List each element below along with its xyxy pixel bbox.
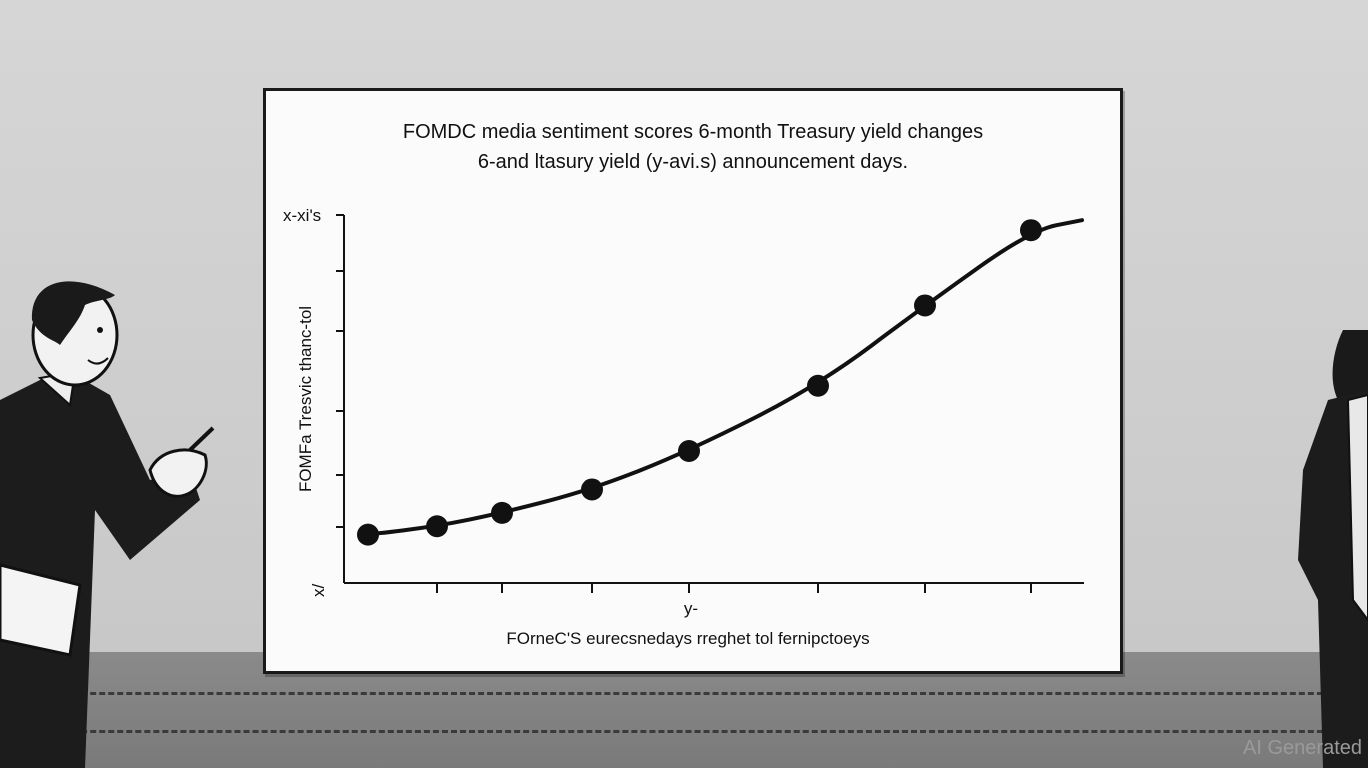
y-axis-top-label: x-xi's [283, 206, 321, 225]
watermark-text: AI Generated [1243, 737, 1362, 759]
data-point [357, 523, 379, 546]
data-point [678, 440, 700, 462]
y-axis-ticks [336, 214, 344, 528]
chart-subtitle: 6-and ltasury yield (y-avi.s) announceme… [478, 151, 908, 173]
floor-plank-line [0, 692, 1368, 695]
data-point [581, 478, 603, 501]
x-axis-label: FOrneC'S eurecsnedays rreghet tol fernip… [506, 629, 869, 648]
data-point [426, 515, 448, 538]
y-axis-bottom-label: x/ [309, 584, 328, 598]
floor-plank-line [0, 730, 1368, 733]
y-axis-label: FOMFa Tresvic thanc-tol [296, 306, 315, 492]
series-points [357, 219, 1042, 546]
data-point [914, 294, 936, 317]
series-line [364, 218, 1084, 537]
data-point [807, 374, 829, 397]
data-point [491, 501, 513, 524]
chart-title: FOMDC media sentiment scores 6-month Tre… [403, 121, 983, 143]
presentation-board: FOMDC media sentiment scores 6-month Tre… [263, 88, 1123, 674]
line-chart: FOMDC media sentiment scores 6-month Tre… [283, 121, 1084, 648]
x-axis-mid-label: y- [684, 599, 698, 618]
presenter-left-illustration [0, 281, 215, 768]
presenter-right-illustration [1298, 330, 1368, 768]
data-point [1020, 219, 1042, 242]
x-axis-ticks [436, 583, 1032, 593]
